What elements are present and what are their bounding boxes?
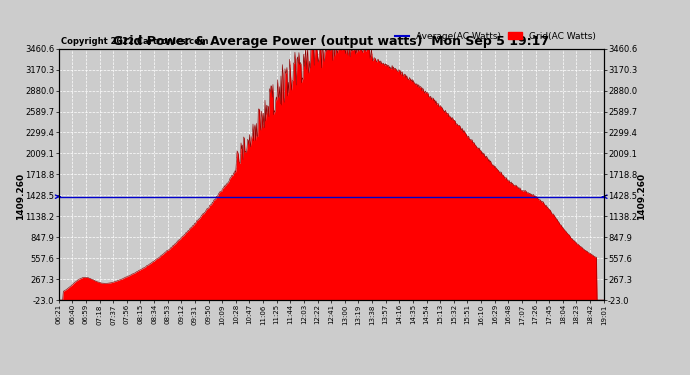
Text: 1409.260: 1409.260 xyxy=(16,173,25,220)
Title: Grid Power & Average Power (output watts)  Mon Sep 5 19:17: Grid Power & Average Power (output watts… xyxy=(113,34,549,48)
Text: 1409.260: 1409.260 xyxy=(638,173,647,220)
Legend: Average(AC Watts), Grid(AC Watts): Average(AC Watts), Grid(AC Watts) xyxy=(391,28,599,44)
Text: Copyright 2022 Cartronics.com: Copyright 2022 Cartronics.com xyxy=(61,37,209,46)
